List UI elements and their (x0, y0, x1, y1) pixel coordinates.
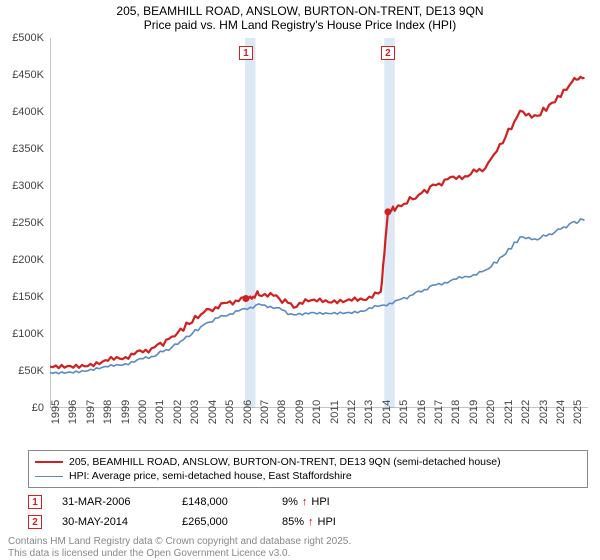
y-tick-label: £500K (12, 32, 44, 44)
legend-item: 205, BEAMHILL ROAD, ANSLOW, BURTON-ON-TR… (35, 455, 581, 469)
x-tick-label: 2004 (207, 400, 219, 424)
x-tick-label: 2000 (137, 400, 149, 424)
sale-records: 131-MAR-2006£148,0009%↑HPI230-MAY-2014£2… (28, 492, 588, 532)
sale-delta-suffix: HPI (311, 496, 329, 508)
x-tick-label: 1998 (102, 400, 114, 424)
x-tick-label: 1997 (85, 400, 97, 424)
x-tick-label: 2015 (398, 400, 410, 424)
sale-delta: 85% ↑ HPI (282, 516, 336, 528)
shaded-band (384, 38, 394, 408)
x-tick-label: 2009 (294, 400, 306, 424)
x-tick-label: 1999 (120, 400, 132, 424)
sale-row-marker: 1 (28, 495, 42, 509)
chart-plot-area: £0£50K£100K£150K£200K£250K£300K£350K£400… (50, 38, 588, 408)
shaded-band (245, 38, 255, 408)
x-tick-label: 2008 (276, 400, 288, 424)
x-tick-label: 2011 (329, 400, 341, 424)
arrow-up-icon: ↑ (302, 496, 308, 508)
y-tick-label: £350K (12, 143, 44, 155)
sale-delta-suffix: HPI (318, 516, 336, 528)
y-tick-label: £250K (12, 217, 44, 229)
x-tick-label: 2012 (346, 400, 358, 424)
sale-point-marker (384, 208, 391, 215)
legend-swatch (35, 461, 63, 463)
y-tick-label: £100K (12, 328, 44, 340)
x-tick-label: 2014 (381, 400, 393, 424)
y-tick-label: £300K (12, 180, 44, 192)
y-tick-label: £50K (18, 365, 44, 377)
x-tick-label: 2022 (520, 400, 532, 424)
legend-swatch (35, 476, 63, 477)
x-tick-label: 2016 (416, 400, 428, 424)
sale-delta-pct: 9% (282, 496, 298, 508)
x-tick-label: 1995 (50, 400, 62, 424)
x-tick-label: 2006 (242, 400, 254, 424)
title-line-1: 205, BEAMHILL ROAD, ANSLOW, BURTON-ON-TR… (0, 4, 600, 18)
x-tick-label: 2002 (172, 400, 184, 424)
sale-price: £265,000 (182, 516, 262, 528)
legend-label: 205, BEAMHILL ROAD, ANSLOW, BURTON-ON-TR… (69, 456, 501, 468)
sale-marker-box: 2 (381, 46, 395, 60)
y-axis: £0£50K£100K£150K£200K£250K£300K£350K£400… (0, 38, 50, 408)
y-tick-label: £400K (12, 106, 44, 118)
x-tick-label: 2020 (485, 400, 497, 424)
x-tick-label: 2003 (189, 400, 201, 424)
x-tick-label: 2025 (572, 400, 584, 424)
sale-marker-box: 1 (239, 46, 253, 60)
x-tick-label: 2024 (555, 400, 567, 424)
y-tick-label: £450K (12, 69, 44, 81)
legend-item: HPI: Average price, semi-detached house,… (35, 469, 581, 483)
x-tick-label: 2021 (503, 400, 515, 424)
sale-row: 2 30-MAY-2014 £265,000 85% ↑ HPI (28, 512, 588, 532)
x-tick-label: 2013 (363, 400, 375, 424)
series-line-hpi (50, 219, 585, 374)
x-tick-label: 2017 (433, 400, 445, 424)
sale-date: 31-MAR-2006 (62, 496, 162, 508)
sale-row-marker: 2 (28, 515, 42, 529)
legend-box: 205, BEAMHILL ROAD, ANSLOW, BURTON-ON-TR… (28, 450, 588, 488)
legend-label: HPI: Average price, semi-detached house,… (69, 470, 352, 482)
x-tick-label: 2005 (224, 400, 236, 424)
sale-row: 1 31-MAR-2006 £148,000 9% ↑HPI (28, 492, 588, 512)
x-tick-label: 2019 (468, 400, 480, 424)
sale-price: £148,000 (182, 496, 262, 508)
y-tick-label: £150K (12, 291, 44, 303)
footer-attribution: Contains HM Land Registry data © Crown c… (8, 536, 588, 560)
x-axis: 1995199619971998199920002001200220032004… (50, 408, 588, 444)
title-line-2: Price paid vs. HM Land Registry's House … (0, 18, 600, 32)
footer-line-2: This data is licensed under the Open Gov… (8, 548, 588, 560)
sale-point-marker (242, 295, 249, 302)
y-tick-label: £200K (12, 254, 44, 266)
x-tick-label: 2010 (311, 400, 323, 424)
y-tick-label: £0 (32, 402, 44, 414)
chart-svg (50, 38, 588, 408)
x-tick-label: 2001 (154, 400, 166, 424)
x-tick-label: 2007 (259, 400, 271, 424)
x-tick-label: 2018 (450, 400, 462, 424)
arrow-up-icon: ↑ (308, 516, 314, 528)
sale-delta: 9% ↑HPI (282, 496, 330, 508)
sale-delta-pct: 85% (282, 516, 304, 528)
chart-titles: 205, BEAMHILL ROAD, ANSLOW, BURTON-ON-TR… (0, 0, 600, 34)
series-line-price_paid (50, 77, 585, 368)
footer-line-1: Contains HM Land Registry data © Crown c… (8, 536, 588, 548)
x-tick-label: 2023 (538, 400, 550, 424)
x-tick-label: 1996 (67, 400, 79, 424)
sale-date: 30-MAY-2014 (62, 516, 162, 528)
